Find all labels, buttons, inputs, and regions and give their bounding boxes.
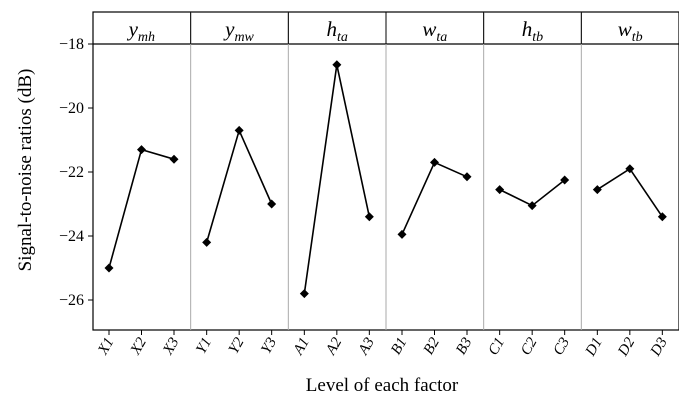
series-line-3 (402, 162, 467, 234)
facet-title: htb (522, 17, 543, 45)
y-axis-label: Signal-to-noise ratios (dB) (15, 69, 36, 272)
data-point (463, 172, 472, 181)
x-tick-label: A1 (290, 335, 313, 358)
y-tick-label: −18 (59, 36, 84, 53)
x-tick-label: X3 (160, 335, 183, 358)
data-point (267, 200, 276, 209)
data-point (658, 212, 667, 221)
data-point (365, 212, 374, 221)
x-tick-label: A3 (355, 335, 378, 358)
facet-title: wta (422, 17, 447, 45)
data-point (170, 155, 179, 164)
x-tick-label: X1 (95, 335, 118, 358)
facet-title: wtb (618, 17, 643, 45)
facet-title: hta (326, 17, 347, 45)
data-point (105, 264, 114, 273)
facet-title: ymh (127, 17, 155, 45)
x-tick-label: X2 (127, 335, 150, 359)
data-point (202, 238, 211, 247)
x-tick-label: Y1 (193, 335, 215, 357)
x-tick-label: D2 (615, 335, 639, 360)
x-tick-label: B3 (453, 335, 475, 357)
data-point (430, 158, 439, 167)
x-tick-label: Y3 (258, 335, 280, 357)
x-tick-label: A2 (323, 335, 346, 359)
data-point (235, 126, 244, 135)
series-line-2 (304, 65, 369, 294)
x-tick-label: C2 (518, 335, 541, 359)
y-tick-label: −22 (59, 164, 84, 181)
series-line-5 (597, 169, 662, 217)
x-tick-label: D3 (647, 335, 671, 360)
series-line-0 (109, 150, 174, 268)
data-point (625, 164, 634, 173)
x-tick-label: B2 (421, 335, 443, 358)
x-tick-label: C1 (486, 335, 509, 358)
y-tick-label: −20 (59, 100, 84, 117)
y-tick-label: −24 (59, 228, 84, 245)
series-line-1 (207, 130, 272, 242)
x-axis-label: Level of each factor (306, 375, 459, 396)
data-point (495, 185, 504, 194)
data-point (332, 60, 341, 69)
x-tick-label: B1 (388, 335, 410, 357)
data-point (300, 289, 309, 298)
x-tick-label: D1 (582, 335, 606, 360)
data-point (137, 145, 146, 154)
x-tick-label: Y2 (226, 335, 248, 357)
x-tick-label: C3 (551, 335, 574, 358)
facet-title: ymw (223, 17, 254, 45)
y-tick-label: −26 (59, 292, 84, 309)
plot-area: −18 −20 −22 −24 −26 ymh X1 X2 X3 ymw Y1 Y2 Y3 hta A1 A2… (59, 12, 679, 360)
data-point (398, 230, 407, 239)
data-point (593, 185, 602, 194)
